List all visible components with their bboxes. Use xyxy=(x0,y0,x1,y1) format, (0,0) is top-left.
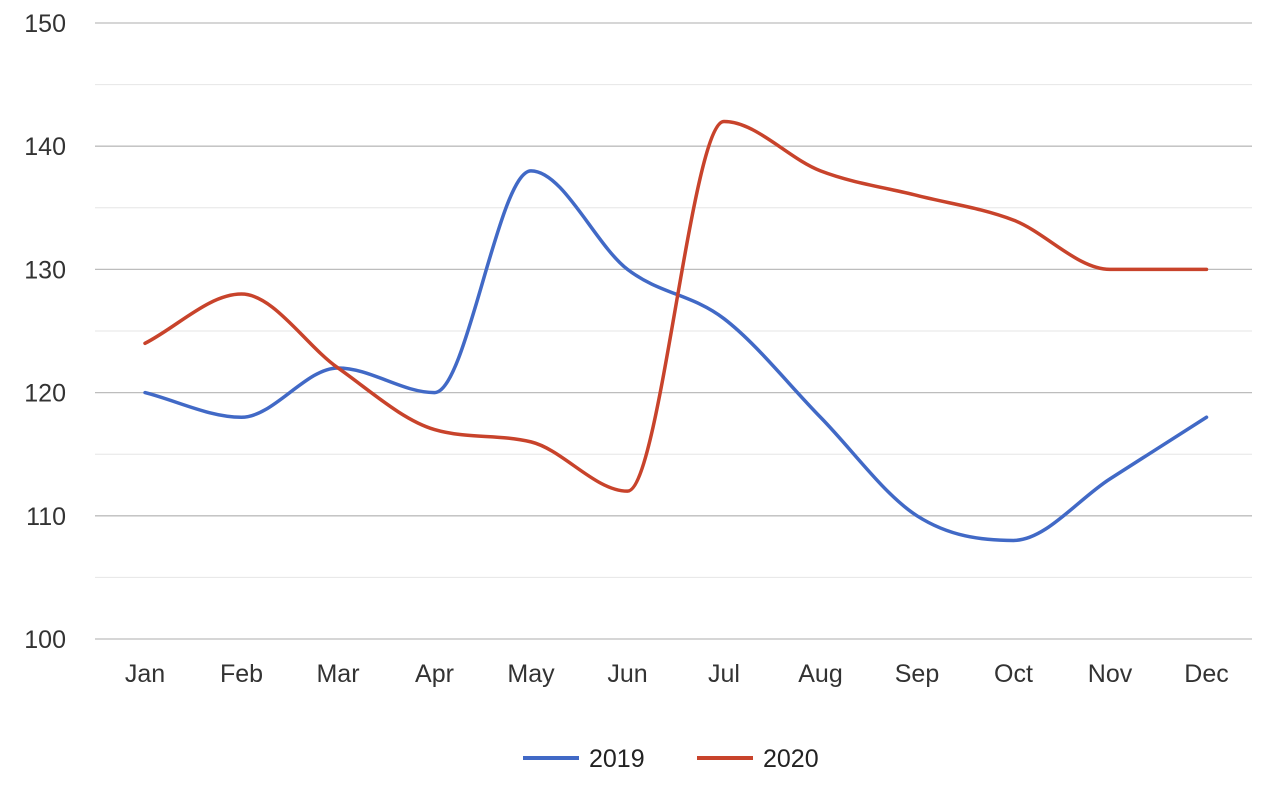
legend[interactable]: 2019 2020 xyxy=(523,745,819,773)
data-point-2020-Aug[interactable] xyxy=(819,169,823,173)
data-point-2019-Apr[interactable] xyxy=(433,391,437,395)
data-point-2019-Nov[interactable] xyxy=(1108,477,1112,481)
y-tick-label: 110 xyxy=(26,503,66,531)
data-point-2019-Dec[interactable] xyxy=(1205,415,1209,419)
data-point-2019-Jun[interactable] xyxy=(626,267,630,271)
x-tick-label: Feb xyxy=(220,660,263,688)
x-axis-tick-labels: Jan Feb Mar Apr May Jun Jul Aug Sep Oct Nov Dec xyxy=(125,660,1229,688)
x-tick-label: Nov xyxy=(1088,660,1133,688)
y-tick-label: 120 xyxy=(24,380,66,408)
data-point-2019-May[interactable] xyxy=(529,169,533,173)
data-point-2019-Oct[interactable] xyxy=(1012,538,1016,542)
data-point-2020-May[interactable] xyxy=(529,440,533,444)
data-point-2019-Sep[interactable] xyxy=(915,514,919,518)
data-point-2020-Jul[interactable] xyxy=(722,120,726,124)
series-line-2019[interactable] xyxy=(143,169,1209,543)
y-tick-label: 140 xyxy=(24,133,66,161)
data-point-2020-Oct[interactable] xyxy=(1012,218,1016,222)
y-axis-tick-labels: 100 110 120 130 140 150 xyxy=(24,10,66,654)
x-tick-label: Jun xyxy=(607,660,647,688)
gridlines xyxy=(95,22,1252,640)
legend-label: 2019 xyxy=(589,745,645,773)
data-point-2019-Aug[interactable] xyxy=(819,415,823,419)
data-point-2020-Jun[interactable] xyxy=(626,489,630,493)
data-point-2020-Feb[interactable] xyxy=(240,292,244,296)
data-point-2019-Jul[interactable] xyxy=(722,317,726,321)
y-tick-label: 130 xyxy=(24,256,66,284)
x-tick-label: Mar xyxy=(316,660,359,688)
data-point-2020-Sep[interactable] xyxy=(915,193,919,197)
x-tick-label: Sep xyxy=(895,660,939,688)
data-point-2020-Jan[interactable] xyxy=(143,341,147,345)
x-tick-label: Aug xyxy=(798,660,842,688)
data-point-2019-Feb[interactable] xyxy=(240,415,244,419)
x-tick-label: Jul xyxy=(708,660,740,688)
x-tick-label: Apr xyxy=(415,660,454,688)
series-line-2020[interactable] xyxy=(143,119,1209,493)
x-tick-label: Dec xyxy=(1184,660,1228,688)
data-point-2019-Jan[interactable] xyxy=(143,391,147,395)
data-point-2020-Apr[interactable] xyxy=(433,428,437,432)
series-lines xyxy=(143,119,1209,543)
legend-item-2019[interactable]: 2019 xyxy=(523,745,645,773)
x-tick-label: May xyxy=(507,660,555,688)
x-tick-label: Jan xyxy=(125,660,165,688)
data-point-2020-Mar[interactable] xyxy=(336,366,340,370)
data-point-2020-Dec[interactable] xyxy=(1205,267,1209,271)
data-point-2020-Nov[interactable] xyxy=(1108,267,1112,271)
legend-label: 2020 xyxy=(763,745,819,773)
y-tick-label: 100 xyxy=(24,626,66,654)
y-tick-label: 150 xyxy=(24,10,66,38)
legend-item-2020[interactable]: 2020 xyxy=(697,745,819,773)
x-tick-label: Oct xyxy=(994,660,1033,688)
